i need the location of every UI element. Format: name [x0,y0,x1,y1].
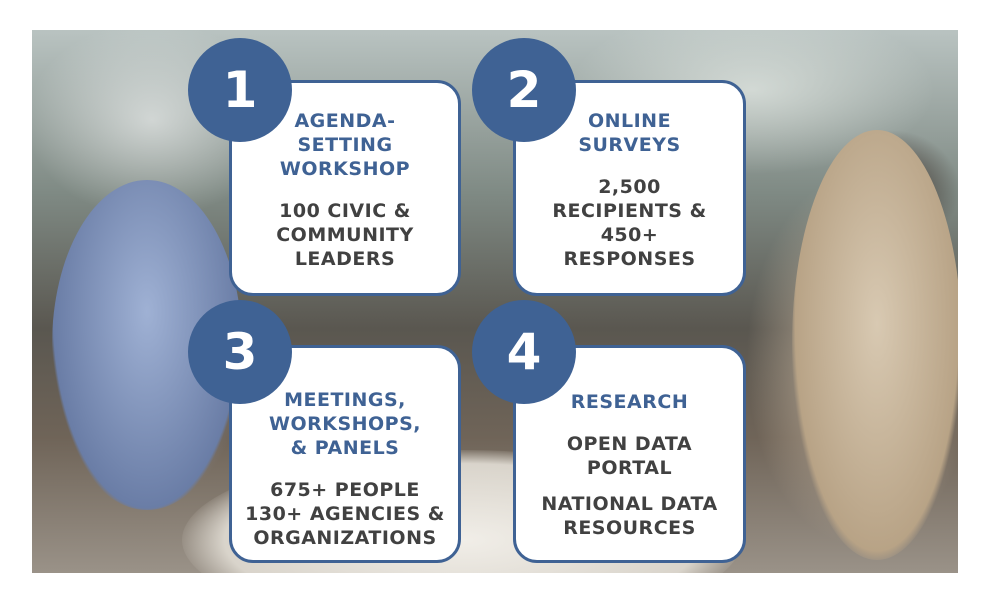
step-description: 2,500 RECIPIENTS & 450+ RESPONSES [552,176,707,270]
step-title: ONLINE SURVEYS [578,110,681,156]
step-title: MEETINGS, WORKSHOPS, & PANELS [268,389,422,459]
step-description-secondary: NATIONAL DATA RESOURCES [541,493,718,539]
step-card-1: AGENDA- SETTING WORKSHOP 100 CIVIC & COM… [229,80,461,296]
step-number-badge-2: 2 [472,38,576,142]
step-description: 100 CIVIC & COMMUNITY LEADERS [276,200,414,270]
photo-person-right [792,130,958,560]
step-number-badge-4: 4 [472,300,576,404]
step-number-badge-1: 1 [188,38,292,142]
step-number-badge-3: 3 [188,300,292,404]
step-title: RESEARCH [570,391,689,413]
step-title: AGENDA- SETTING WORKSHOP [279,110,411,180]
step-description: 675+ PEOPLE 130+ AGENCIES & ORGANIZATION… [245,479,445,549]
step-description: OPEN DATA PORTAL [566,433,693,479]
step-card-4: RESEARCH OPEN DATA PORTAL NATIONAL DATA … [513,345,746,563]
